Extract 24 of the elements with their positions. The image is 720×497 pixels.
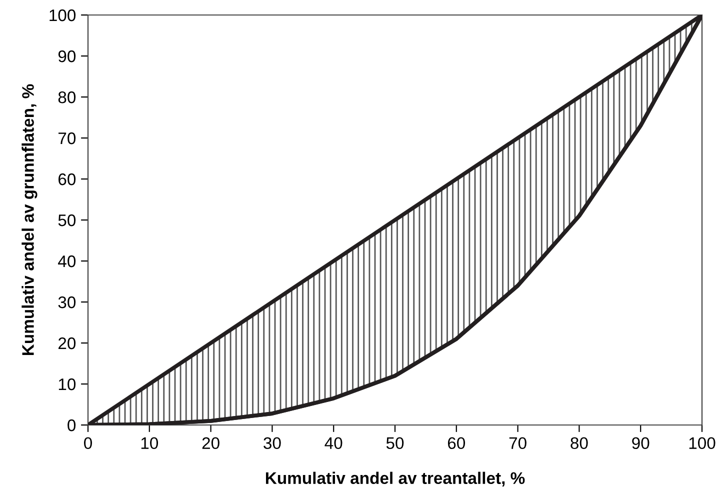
x-tick-label: 50 bbox=[386, 437, 404, 450]
x-axis-title: Kumulativ andel av treantallet, % bbox=[266, 472, 525, 486]
y-tick-label: 0 bbox=[68, 419, 76, 432]
x-tick-label: 100 bbox=[689, 437, 716, 450]
x-tick-label: 20 bbox=[202, 437, 220, 450]
y-tick-label: 50 bbox=[58, 214, 76, 226]
x-tick-label: 80 bbox=[570, 437, 588, 450]
y-axis-title: Kumulativ andel av grunnflaten, % bbox=[22, 84, 38, 356]
x-tick-label: 90 bbox=[632, 437, 650, 450]
y-tick-label: 20 bbox=[58, 337, 76, 350]
y-tick-label: 10 bbox=[58, 378, 76, 390]
x-tick-label: 10 bbox=[141, 437, 158, 450]
y-tick-label: 100 bbox=[50, 9, 76, 22]
x-tick-label: 40 bbox=[324, 437, 342, 450]
x-tick-label: 30 bbox=[264, 437, 281, 450]
y-tick-label: 30 bbox=[58, 296, 76, 308]
x-tick-label: 70 bbox=[509, 437, 526, 450]
y-tick-label: 90 bbox=[58, 50, 76, 62]
y-tick-label: 40 bbox=[58, 255, 76, 268]
x-tick-label: 60 bbox=[448, 437, 466, 450]
y-tick-label: 60 bbox=[58, 173, 76, 186]
y-tick-label: 70 bbox=[58, 132, 76, 144]
y-tick-label: 80 bbox=[58, 91, 76, 104]
x-tick-label: 0 bbox=[84, 437, 92, 450]
